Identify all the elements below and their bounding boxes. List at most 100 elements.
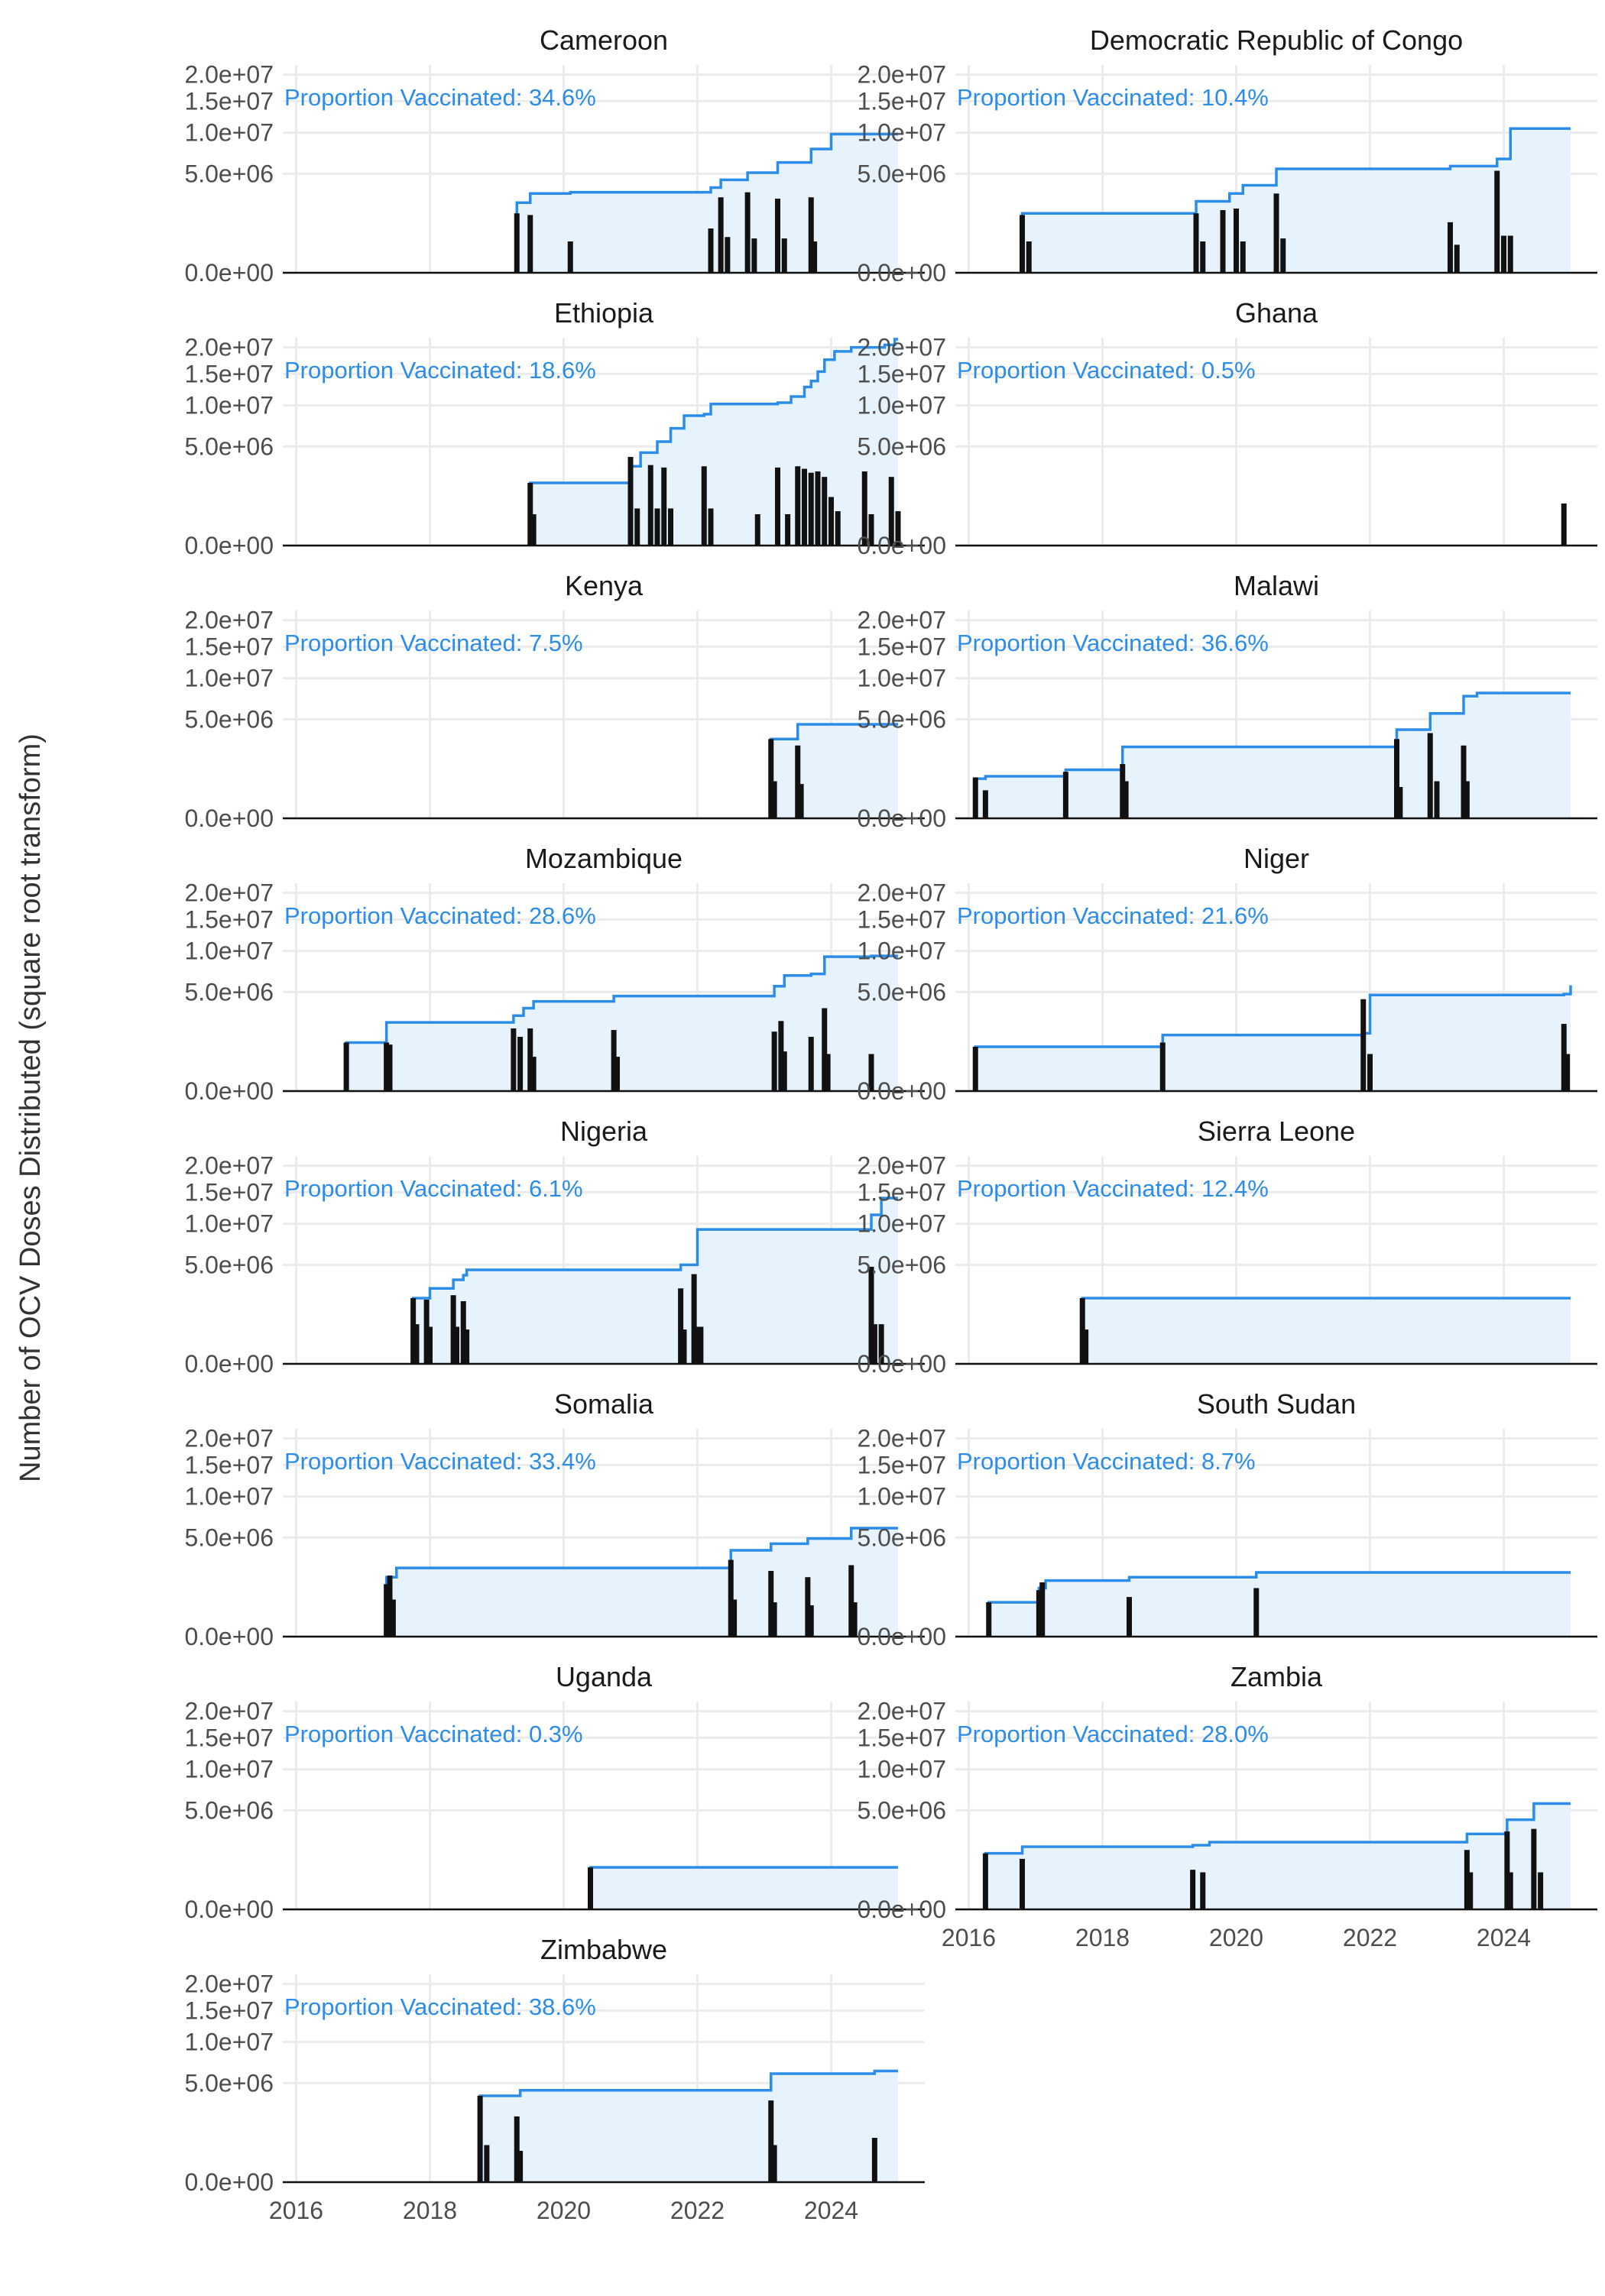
dose-bar <box>768 2100 774 2182</box>
dose-bar <box>1083 1329 1089 1364</box>
dose-bar <box>731 1599 738 1637</box>
dose-bar <box>728 1559 734 1637</box>
x-tick-label: 2022 <box>670 2197 725 2224</box>
cumulative-area-uganda <box>590 1867 898 1909</box>
y-tick-label: 2.0e+07 <box>857 334 946 361</box>
y-tick-label: 5.0e+06 <box>857 1524 946 1551</box>
cumulative-area-cameroon <box>517 134 898 273</box>
dose-bar <box>1494 170 1500 273</box>
dose-bar <box>808 197 814 273</box>
cumulative-line-south-sudan <box>987 1571 1571 1637</box>
dose-bar <box>1461 745 1467 818</box>
dose-bar <box>477 2095 483 2182</box>
dose-bar <box>851 1602 858 1637</box>
panel-title-kenya: Kenya <box>565 570 644 601</box>
dose-bar <box>588 1867 593 1909</box>
dose-bar <box>387 1575 393 1637</box>
y-tick-label: 5.0e+06 <box>184 1251 274 1278</box>
y-tick-label: 1.5e+07 <box>857 360 946 387</box>
dose-bar <box>1123 781 1129 818</box>
y-tick-label: 2.0e+07 <box>857 879 946 907</box>
cumulative-line-niger <box>974 985 1572 1091</box>
y-tick-label: 5.0e+06 <box>857 705 946 733</box>
dose-bar <box>771 1031 777 1091</box>
dose-bar <box>1501 235 1506 273</box>
cumulative-area-south-sudan <box>988 1572 1571 1637</box>
panel-title-somalia: Somalia <box>554 1388 654 1420</box>
dose-bar <box>1448 222 1453 273</box>
dose-bar <box>1200 1872 1206 1909</box>
dose-bar <box>768 1570 774 1637</box>
y-tick-label: 1.0e+07 <box>184 392 274 419</box>
y-tick-label: 0.0e+00 <box>857 259 946 287</box>
dose-bar <box>410 1297 417 1364</box>
y-tick-label: 2.0e+07 <box>857 1425 946 1452</box>
dose-bar <box>1253 1588 1260 1637</box>
dose-bar <box>527 215 533 273</box>
cumulative-line-somalia <box>384 1527 898 1637</box>
dose-bar <box>781 238 787 273</box>
dose-bar <box>1467 1872 1474 1909</box>
cumulative-line-ethiopia <box>529 338 898 546</box>
y-tick-label: 5.0e+06 <box>857 1251 946 1278</box>
y-tick-label: 1.5e+07 <box>184 905 274 933</box>
panel-title-malawi: Malawi <box>1234 570 1319 601</box>
panel-title-uganda: Uganda <box>556 1661 653 1692</box>
dose-bar <box>982 1853 988 1909</box>
y-tick-label: 0.0e+00 <box>184 805 274 832</box>
y-tick-label: 0.0e+00 <box>184 1623 274 1650</box>
y-tick-label: 0.0e+00 <box>857 1623 946 1650</box>
y-tick-label: 1.5e+07 <box>184 1996 274 2024</box>
y-tick-label: 1.0e+07 <box>857 1756 946 1783</box>
y-tick-label: 0.0e+00 <box>184 2168 274 2196</box>
dose-bar <box>634 508 640 546</box>
dose-bar <box>1427 733 1433 818</box>
proportion-vaccinated-label: Proportion Vaccinated: 18.6% <box>284 357 596 384</box>
cumulative-area-somalia <box>386 1527 898 1637</box>
dose-bar <box>390 1599 396 1637</box>
dose-bar <box>835 511 841 546</box>
y-tick-label: 2.0e+07 <box>857 61 946 89</box>
dose-bar <box>514 2116 520 2182</box>
y-tick-label: 1.0e+07 <box>857 665 946 692</box>
panel-title-democratic-republic-of-congo: Democratic Republic of Congo <box>1090 24 1463 56</box>
x-tick-label: 2018 <box>1075 1924 1130 1951</box>
dose-bar <box>1020 215 1025 273</box>
dose-bar <box>1036 1590 1042 1637</box>
dose-bar <box>775 467 780 546</box>
dose-bar <box>808 472 814 546</box>
proportion-vaccinated-label: Proportion Vaccinated: 28.6% <box>284 902 596 929</box>
dose-bar <box>423 1299 430 1364</box>
dose-bar <box>868 513 874 546</box>
dose-bar <box>530 513 537 546</box>
dose-bar <box>744 192 751 273</box>
dose-bar <box>387 1044 393 1091</box>
cumulative-area-sierra-leone <box>1082 1297 1571 1364</box>
y-tick-label: 2.0e+07 <box>857 1152 946 1180</box>
dose-bar <box>725 237 731 273</box>
proportion-vaccinated-label: Proportion Vaccinated: 12.4% <box>957 1175 1269 1202</box>
dose-bar <box>1127 1597 1132 1637</box>
dose-bar <box>1039 1582 1046 1637</box>
y-tick-label: 1.0e+07 <box>857 119 946 147</box>
dose-bar <box>771 2145 777 2182</box>
y-tick-label: 1.5e+07 <box>857 1451 946 1478</box>
dose-bar <box>868 1266 874 1364</box>
dose-bar <box>691 1274 697 1364</box>
dose-bar <box>798 784 804 818</box>
cumulative-area-zimbabwe <box>480 2071 898 2182</box>
dose-bar <box>698 1326 704 1364</box>
dose-bar <box>647 465 653 546</box>
y-tick-label: 2.0e+07 <box>184 879 274 907</box>
y-tick-label: 1.5e+07 <box>857 905 946 933</box>
y-tick-label: 2.0e+07 <box>184 1152 274 1180</box>
y-tick-label: 0.0e+00 <box>184 1896 274 1923</box>
dose-bar <box>460 1300 466 1364</box>
proportion-vaccinated-label: Proportion Vaccinated: 21.6% <box>957 902 1269 929</box>
panel-title-nigeria: Nigeria <box>560 1116 648 1147</box>
dose-bar <box>805 1577 811 1637</box>
panel-title-ghana: Ghana <box>1235 297 1318 329</box>
dose-bar <box>484 2145 490 2182</box>
